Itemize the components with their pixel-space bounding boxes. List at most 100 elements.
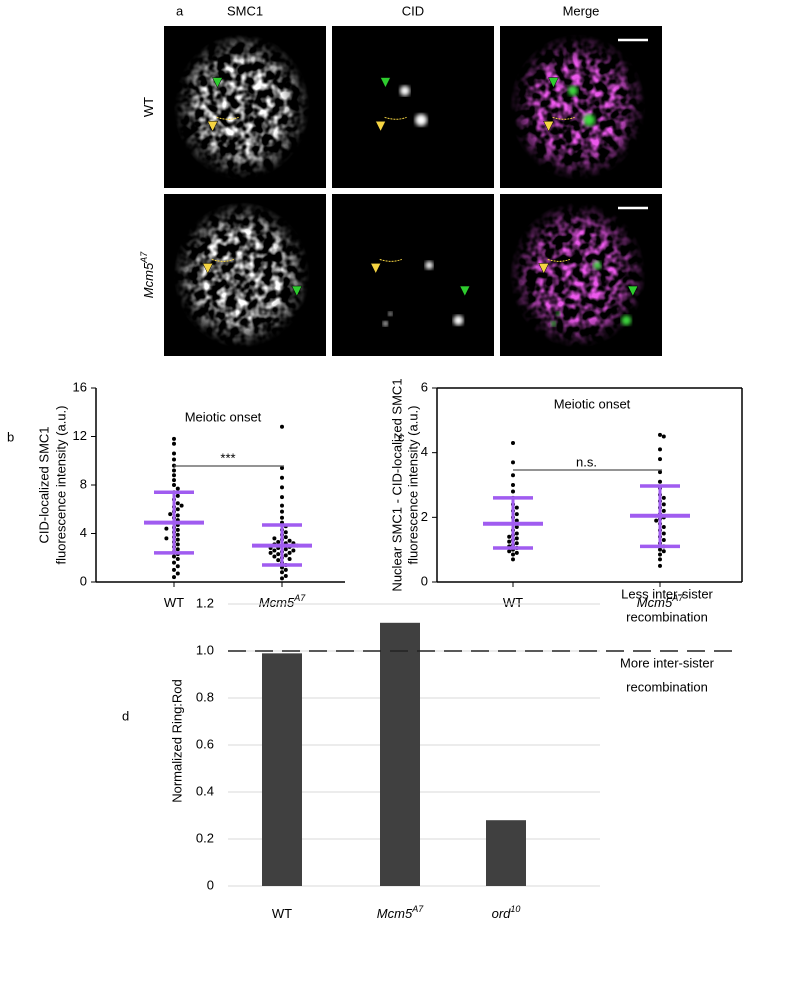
y-tick-label: 1.2 [196,595,214,610]
data-point [280,466,284,471]
arrowhead [212,77,223,89]
x-tick-label-sup: A7 [293,593,306,603]
row-label-main: WT [141,97,156,117]
data-point [268,550,273,555]
data-point [658,432,662,437]
arrowhead [202,263,214,274]
data-point [280,570,284,575]
significance: n.s. [576,454,597,469]
data-point [658,557,662,562]
data-point [280,424,284,429]
data-point [172,567,176,572]
axis-trace [211,258,234,262]
data-point [272,548,277,553]
cid-focus [583,113,596,126]
data-point [514,541,519,546]
cid-focus [382,321,388,327]
x-tick-label-sup: 10 [510,904,520,914]
y-tick-label: 4 [421,444,428,459]
data-point [514,536,519,541]
data-point [280,503,284,508]
chromatin-signal [500,194,662,356]
data-point [511,460,515,465]
y-tick-label: 0.6 [196,736,214,751]
y-tick-label: 1.0 [196,642,214,657]
data-point [661,531,666,536]
data-point [175,532,180,537]
y-axis-label: Normalized Ring:Rod [169,679,184,803]
arrowhead [291,285,303,297]
data-point [175,527,180,532]
data-point [511,440,515,445]
data-point [287,538,292,543]
data-point [172,468,176,473]
axis-trace [379,258,402,262]
data-point [287,550,292,555]
panel-label: a [176,3,184,18]
data-point [172,441,176,446]
data-point [175,513,180,518]
data-point [661,537,666,542]
data-point [283,547,288,552]
data-point [175,507,180,512]
cid-focus [621,315,632,326]
data-point [172,554,176,559]
data-point [511,473,515,478]
bar [380,622,420,886]
data-point [172,473,176,478]
y-tick-label: 8 [80,476,87,491]
arrowhead [543,121,555,132]
arrowhead [538,263,550,274]
row-label-sup: A7 [139,251,149,264]
x-tick-label-main: WT [164,595,184,610]
data-point [175,537,180,542]
arrowhead [207,121,219,132]
data-point [272,536,277,541]
y-tick-label: 0.2 [196,830,214,845]
x-tick-label-main: Mcm5 [637,595,673,610]
data-point [514,505,519,510]
arrowhead [370,263,382,274]
cid-focus [388,311,393,316]
x-tick-label-sup: A7 [671,593,684,603]
data-point [511,557,515,562]
chart-title: Meiotic onset [185,409,262,424]
y-tick-label: 0.8 [196,689,214,704]
y-tick-label: 0.4 [196,783,214,798]
data-point [276,539,281,544]
significance: *** [220,450,235,465]
x-tick-label-sup: A7 [411,904,424,914]
data-point [172,451,176,456]
y-tick-label: 12 [73,428,87,443]
y-tick-label: 0 [421,573,428,588]
data-point [175,564,180,569]
data-point [280,515,284,520]
data-point [172,478,176,483]
y-tick-label: 16 [73,379,87,394]
data-point [280,576,284,581]
data-point [511,552,515,557]
row-label-main: Mcm5 [141,262,156,298]
annotation: recombination [626,679,708,694]
arrowhead [627,285,639,297]
data-point [280,495,284,500]
chromatin-signal [164,26,326,188]
axis-trace [552,116,575,120]
data-point [283,530,288,535]
cid-focus [556,311,561,316]
micrograph [332,26,494,188]
arrowhead [459,285,471,297]
y-tick-label: 6 [421,379,428,394]
data-point [507,549,512,554]
x-tick-label-main: Mcm5 [259,595,295,610]
data-point [164,536,169,541]
annotation: Less inter-sister [621,586,713,601]
chromatin-signal [164,194,326,356]
cid-focus [453,315,464,326]
data-point [661,549,666,554]
y-tick-label: 2 [421,509,428,524]
x-tick-label: Mcm5A7 [259,593,306,610]
data-point [175,501,180,506]
arrowhead [380,77,391,89]
